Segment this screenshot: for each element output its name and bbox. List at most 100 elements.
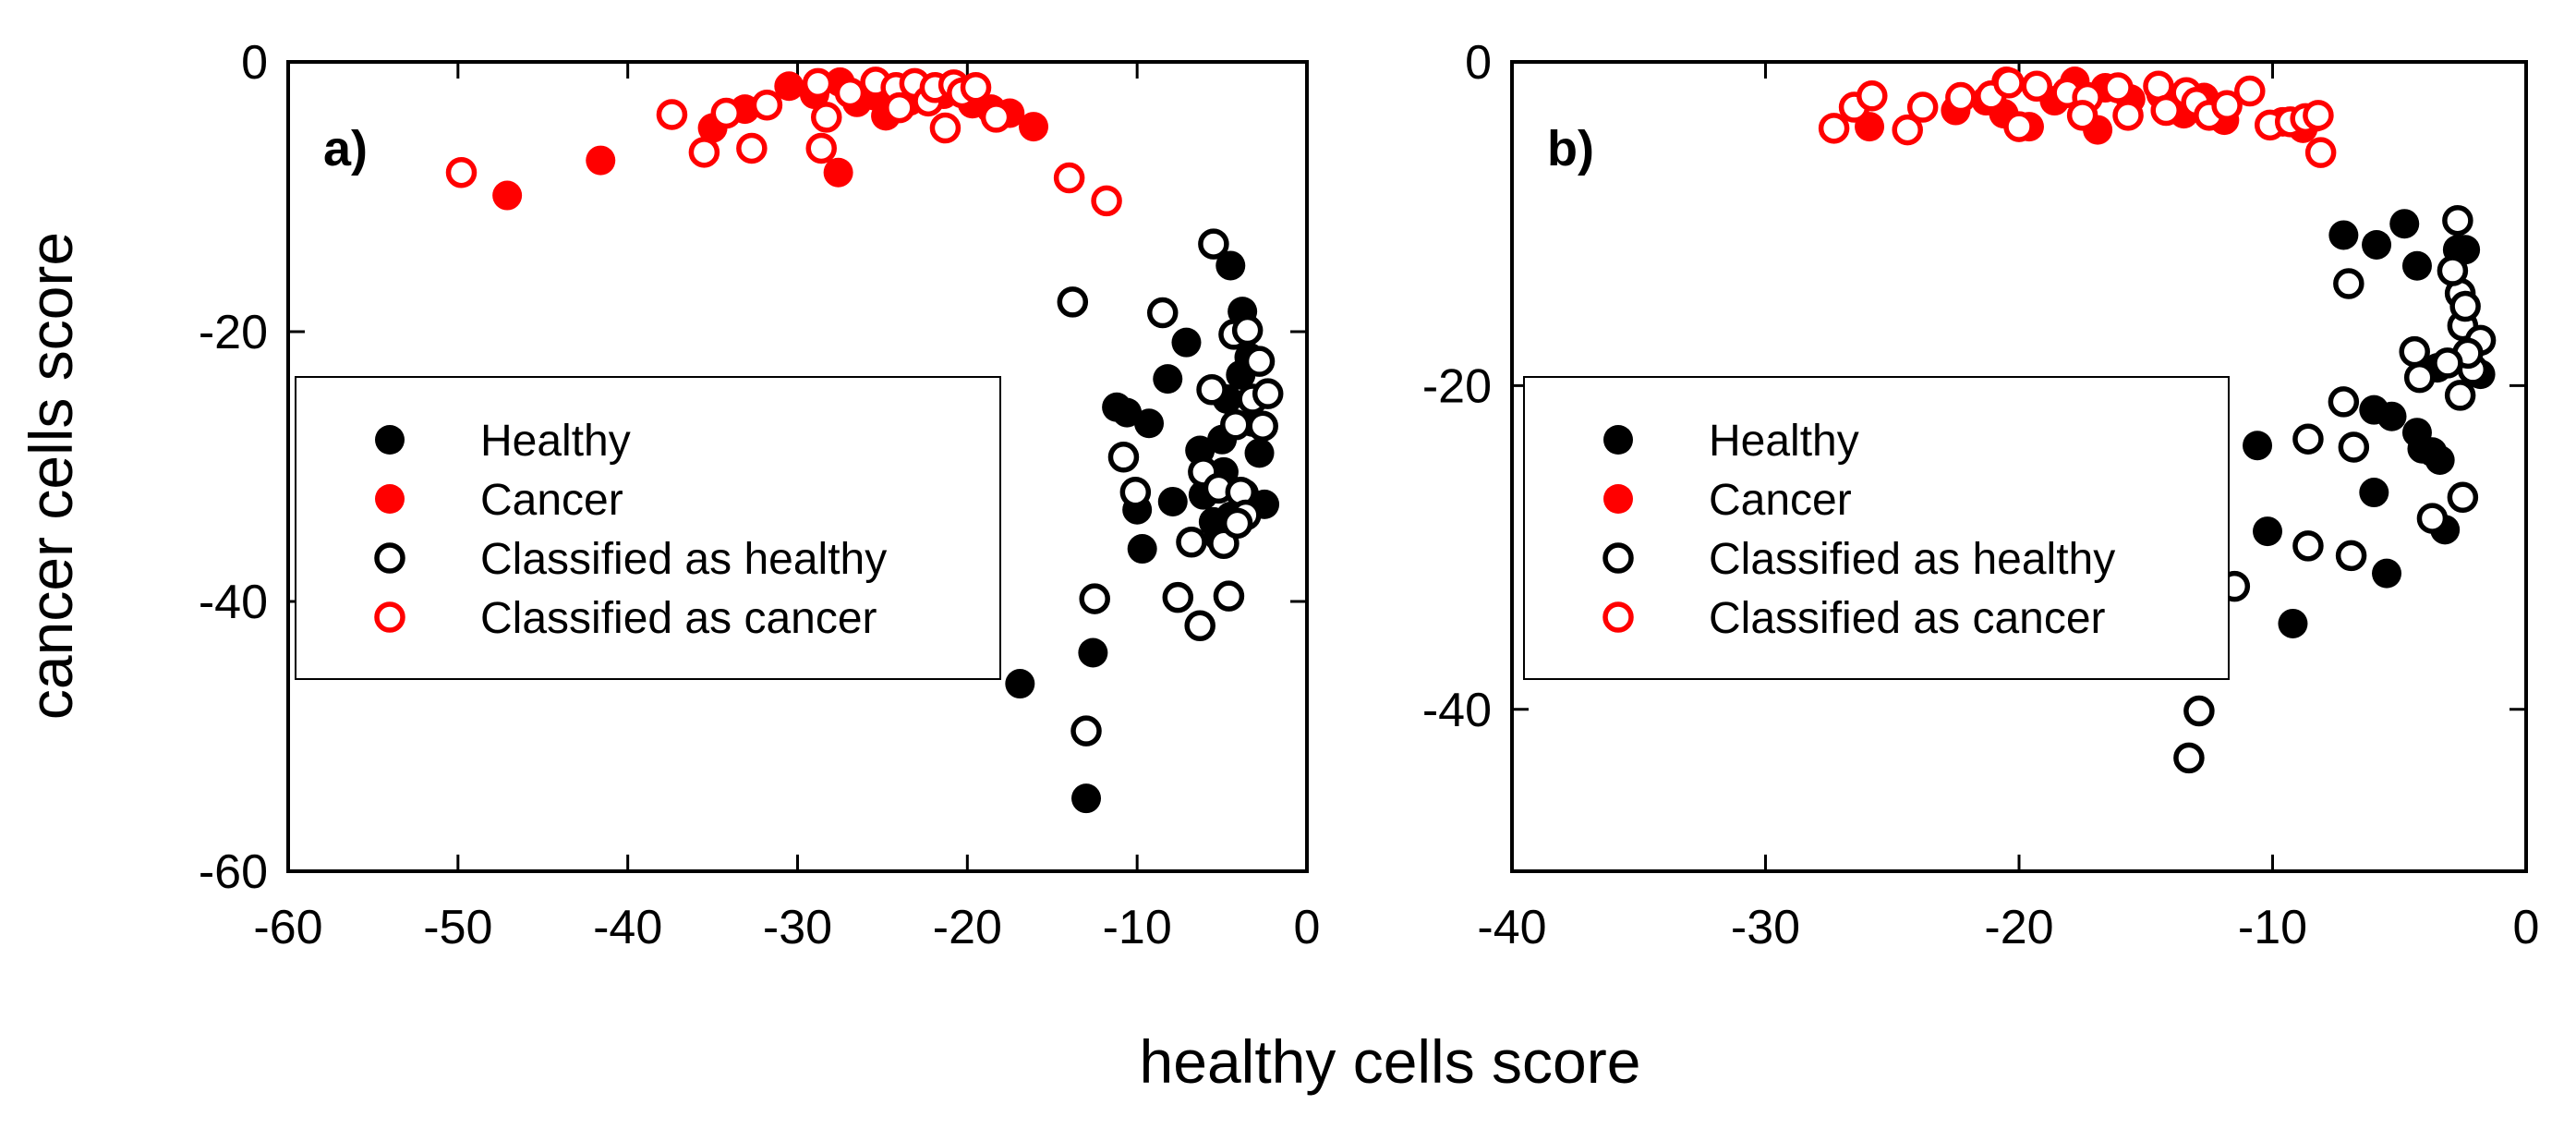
legend-marker: [374, 601, 405, 633]
point-classified-as-healthy: [1231, 314, 1264, 346]
point-classified-as-cancer: [2150, 94, 2182, 127]
point-classified-as-cancer: [445, 156, 478, 188]
legend-marker: [1602, 542, 1634, 574]
point-healthy: [1215, 250, 1246, 281]
point-healthy: [2362, 229, 2392, 260]
point-classified-as-healthy: [1070, 715, 1102, 747]
point-classified-as-cancer: [751, 89, 783, 121]
x-tick-label: -20: [1984, 901, 2053, 954]
point-healthy: [2376, 401, 2407, 431]
point-classified-as-cancer: [960, 71, 992, 103]
point-classified-as-cancer: [2003, 111, 2035, 142]
point-cancer: [774, 71, 804, 102]
legend: Healthy Cancer Classified as healthy Classi…: [295, 376, 1001, 680]
point-classified-as-cancer: [834, 77, 866, 109]
point-classified-as-cancer: [980, 102, 1012, 133]
point-classified-as-cancer: [929, 112, 961, 144]
point-classified-as-healthy: [1243, 346, 1276, 377]
panel-a-chart: -60 -50 -40 -30 -20 -10 0 -60 -40 -20 0 a) Healthy Ca…: [199, 36, 1321, 954]
point-cancer: [823, 157, 853, 188]
point-classified-as-cancer: [710, 97, 743, 129]
point-classified-as-cancer: [656, 99, 688, 130]
point-classified-as-healthy: [1079, 583, 1110, 614]
legend-marker: [375, 484, 405, 514]
legend-label: Classified as cancer: [480, 594, 877, 643]
point-classified-as-healthy: [2333, 268, 2364, 299]
point-classified-as-cancer: [2211, 90, 2243, 122]
point-classified-as-healthy: [2183, 695, 2215, 727]
legend-marker: [1603, 425, 1633, 455]
point-classified-as-healthy: [1176, 527, 1207, 558]
point-healthy: [2328, 220, 2359, 250]
point-classified-as-healthy: [2442, 204, 2473, 237]
point-classified-as-healthy: [1146, 297, 1179, 329]
legend-marker: [375, 425, 405, 455]
point-classified-as-healthy: [1196, 374, 1228, 406]
point-classified-as-healthy: [2328, 386, 2360, 418]
point-healthy: [1078, 637, 1108, 668]
point-cancer: [586, 145, 616, 176]
y-tick-label: 0: [241, 36, 268, 90]
point-classified-as-healthy: [2416, 503, 2449, 534]
x-tick-label: -20: [933, 901, 1002, 954]
legend-label: Cancer: [480, 476, 623, 525]
point-healthy: [2359, 478, 2389, 508]
point-classified-as-healthy: [1213, 580, 1245, 612]
point-healthy: [2401, 250, 2432, 281]
point-classified-as-healthy: [2403, 361, 2436, 394]
y-tick-label: 0: [1465, 36, 1492, 90]
x-tick-label: -30: [763, 901, 832, 954]
point-healthy: [1171, 327, 1202, 358]
point-healthy: [2389, 209, 2420, 239]
y-axis-title: cancer cells score: [17, 232, 85, 720]
point-classified-as-healthy: [2437, 255, 2469, 286]
legend-box: [1523, 376, 2230, 680]
x-tick-label: 0: [2513, 901, 2540, 954]
legend-marker: [1602, 601, 1634, 633]
point-healthy: [1112, 397, 1143, 428]
point-healthy: [1005, 669, 1035, 699]
y-tick-label: -60: [199, 845, 268, 899]
panel-label: a): [323, 121, 368, 176]
point-cancer: [1019, 112, 1049, 142]
point-classified-as-cancer: [884, 91, 915, 124]
x-tick-label: -10: [2238, 901, 2307, 954]
point-healthy: [2243, 431, 2273, 461]
y-tick-label: -20: [199, 306, 268, 359]
legend-box: [295, 376, 1001, 680]
point-healthy: [1127, 534, 1157, 564]
point-classified-as-cancer: [1091, 185, 1122, 217]
x-tick-label: -30: [1731, 901, 1800, 954]
legend-label: Classified as healthy: [1709, 535, 2115, 584]
point-healthy: [1244, 438, 1275, 468]
panel-label: b): [1547, 121, 1594, 176]
point-classified-as-healthy: [2444, 380, 2476, 411]
point-classified-as-cancer: [2234, 75, 2266, 107]
point-classified-as-healthy: [1119, 476, 1152, 508]
point-healthy: [2278, 608, 2308, 638]
x-tick-label: 0: [1294, 901, 1321, 954]
point-classified-as-healthy: [2335, 540, 2367, 572]
point-classified-as-cancer: [688, 137, 720, 168]
point-cancer: [492, 180, 523, 211]
y-tick-label: -20: [1422, 359, 1492, 413]
point-classified-as-cancer: [805, 132, 837, 164]
point-classified-as-healthy: [2399, 335, 2430, 368]
point-classified-as-healthy: [2338, 431, 2370, 463]
point-classified-as-healthy: [2292, 423, 2324, 455]
point-classified-as-cancer: [1892, 114, 1923, 146]
point-classified-as-cancer: [736, 132, 768, 164]
legend: Healthy Cancer Classified as healthy Classi…: [1523, 376, 2230, 680]
y-tick-label: -40: [1422, 684, 1492, 737]
x-tick-label: -10: [1103, 901, 1172, 954]
point-classified-as-cancer: [1818, 113, 1850, 144]
point-classified-as-cancer: [1945, 81, 1977, 114]
point-classified-as-cancer: [1053, 162, 1085, 194]
legend-label: Healthy: [1709, 417, 1859, 466]
point-healthy: [2372, 558, 2402, 589]
panel-b-chart: -40 -30 -20 -10 0 -40 -20 0 b) Healthy Cancer Class…: [1422, 36, 2540, 954]
point-healthy: [1071, 783, 1102, 814]
point-healthy: [1153, 364, 1183, 395]
point-classified-as-healthy: [1221, 507, 1253, 540]
point-healthy: [2253, 516, 2283, 547]
